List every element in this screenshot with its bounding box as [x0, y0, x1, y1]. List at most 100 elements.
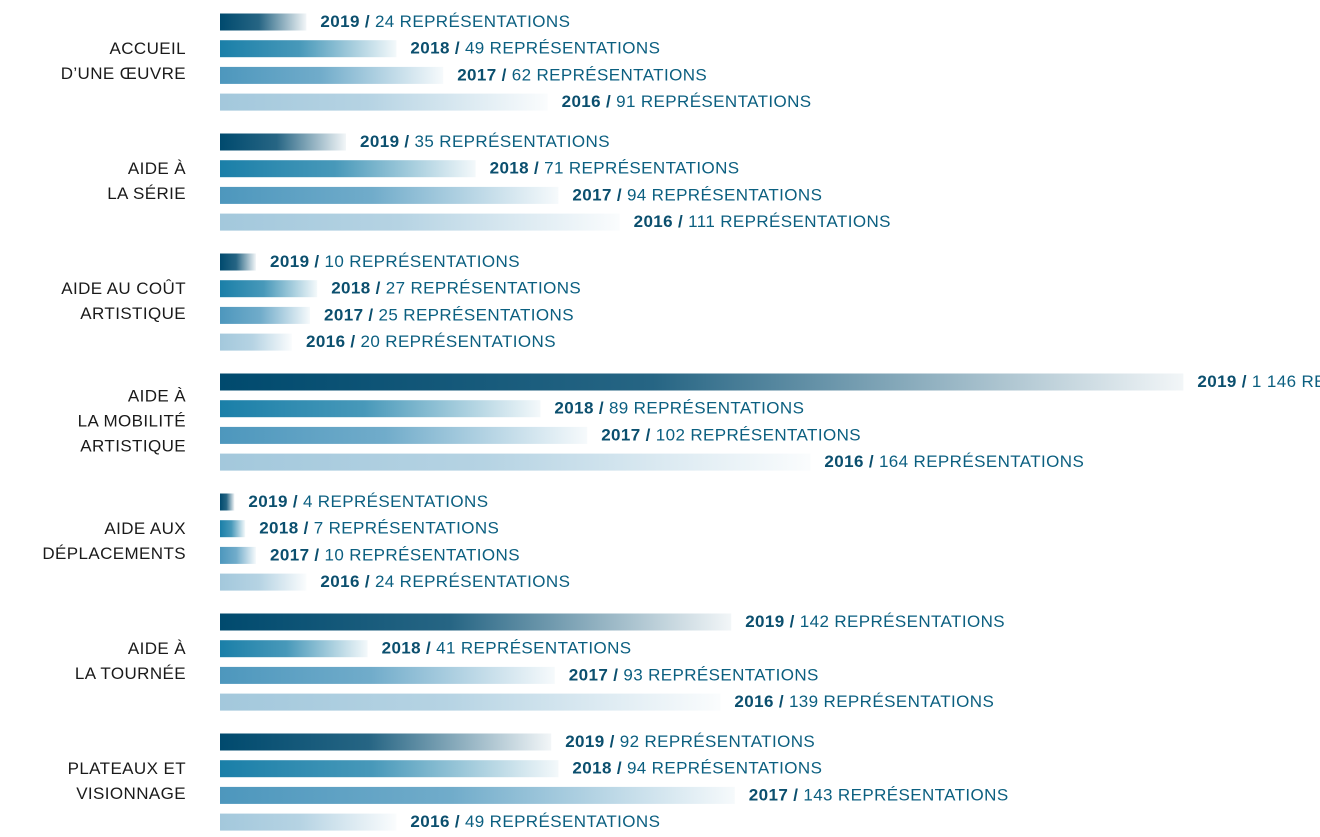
value-label: 2018 / 41 REPRÉSENTATIONS: [382, 639, 632, 658]
series-name: 2018: [410, 39, 449, 58]
series-name: 2018: [382, 639, 421, 658]
bar: [220, 186, 559, 204]
unit: REPRÉSENTATIONS: [349, 546, 520, 565]
unit: REPRÉSENTATIONS: [410, 279, 581, 298]
value: 139: [789, 693, 819, 712]
value-label: 2018 / 71 REPRÉSENTATIONS: [490, 159, 740, 178]
unit: REPRÉSENTATIONS: [648, 666, 819, 685]
category-label: DÉPLACEMENTS: [42, 544, 186, 563]
unit: REPRÉSENTATIONS: [439, 132, 610, 151]
series-name: 2017: [749, 786, 788, 805]
bar: [220, 573, 307, 591]
value-label: 2019 / 4 REPRÉSENTATIONS: [248, 492, 488, 511]
category-label: AIDE À: [128, 639, 186, 658]
bar: [220, 253, 256, 271]
value: 49: [465, 813, 485, 832]
value: 164: [879, 453, 909, 472]
value-label: 2018 / 89 REPRÉSENTATIONS: [554, 399, 804, 418]
value-label: 2016 / 91 REPRÉSENTATIONS: [562, 93, 812, 112]
bar: [220, 546, 256, 564]
separator: /: [1242, 372, 1247, 391]
separator: /: [790, 612, 795, 631]
unit: REPRÉSENTATIONS: [644, 732, 815, 751]
separator: /: [350, 333, 355, 352]
separator: /: [779, 693, 784, 712]
value: 102: [656, 426, 686, 445]
value-label: 2019 / 24 REPRÉSENTATIONS: [320, 12, 570, 31]
series-name: 2019: [360, 132, 399, 151]
series-name: 2017: [324, 306, 363, 325]
category-label: AIDE À: [128, 159, 186, 178]
value: 24: [375, 573, 395, 592]
bar: [220, 93, 548, 111]
value-label: 2016 / 49 REPRÉSENTATIONS: [410, 813, 660, 832]
unit: REPRÉSENTATIONS: [400, 573, 571, 592]
value: 7: [314, 519, 324, 538]
value: 49: [465, 39, 485, 58]
unit: REPRÉSENTATIONS: [824, 693, 995, 712]
separator: /: [678, 213, 683, 232]
bar: [220, 666, 555, 684]
bar: [220, 66, 444, 84]
series-name: 2016: [734, 693, 773, 712]
value: 94: [627, 186, 647, 205]
category-label: D’UNE ŒUVRE: [61, 64, 186, 83]
value: 93: [623, 666, 643, 685]
unit: REPRÉSENTATIONS: [914, 453, 1085, 472]
series-name: 2018: [572, 759, 611, 778]
separator: /: [368, 306, 373, 325]
value-label: 2017 / 102 REPRÉSENTATIONS: [601, 426, 861, 445]
unit: REPRÉSENTATIONS: [652, 759, 823, 778]
series-name: 2017: [601, 426, 640, 445]
bar: [220, 333, 292, 351]
value-label: 2019 / 142 REPRÉSENTATIONS: [745, 612, 1005, 631]
category-label: PLATEAUX ET: [68, 759, 186, 778]
bar: [220, 786, 735, 804]
value-label: 2017 / 10 REPRÉSENTATIONS: [270, 546, 520, 565]
value: 4: [303, 492, 313, 511]
series-name: 2019: [248, 492, 287, 511]
separator: /: [376, 279, 381, 298]
bar: [220, 160, 476, 178]
series-name: 2017: [270, 546, 309, 565]
series-name: 2016: [410, 813, 449, 832]
value-label: 2016 / 111 REPRÉSENTATIONS: [634, 213, 891, 232]
series-name: 2019: [270, 252, 309, 271]
series-name: 2019: [565, 732, 604, 751]
category-label: ARTISTIQUE: [80, 437, 186, 456]
value: 1 146: [1252, 372, 1297, 391]
value-label: 2019 / 92 REPRÉSENTATIONS: [565, 732, 815, 751]
value: 94: [627, 759, 647, 778]
unit: REPRÉSENTATIONS: [569, 159, 740, 178]
value-label: 2019 / 35 REPRÉSENTATIONS: [360, 132, 610, 151]
separator: /: [617, 186, 622, 205]
series-name: 2016: [634, 213, 673, 232]
unit: REPRÉSENTATIONS: [641, 93, 812, 112]
value-label: 2016 / 139 REPRÉSENTATIONS: [734, 693, 994, 712]
separator: /: [613, 666, 618, 685]
separator: /: [606, 93, 611, 112]
separator: /: [617, 759, 622, 778]
series-name: 2019: [745, 612, 784, 631]
separator: /: [646, 426, 651, 445]
value: 111: [688, 213, 715, 232]
value-label: 2016 / 164 REPRÉSENTATIONS: [824, 453, 1084, 472]
series-name: 2017: [457, 66, 496, 85]
separator: /: [793, 786, 798, 805]
unit: REPRÉSENTATIONS: [403, 306, 574, 325]
value: 10: [325, 546, 345, 565]
value: 27: [386, 279, 406, 298]
separator: /: [534, 159, 539, 178]
series-name: 2018: [259, 519, 298, 538]
bar: [220, 373, 1184, 391]
separator: /: [455, 39, 460, 58]
unit: REPRÉSENTATIONS: [838, 786, 1009, 805]
category-label: ARTISTIQUE: [80, 304, 186, 323]
value-label: 2018 / 49 REPRÉSENTATIONS: [410, 39, 660, 58]
separator: /: [365, 573, 370, 592]
separator: /: [610, 732, 615, 751]
bar: [220, 213, 620, 231]
unit: REPRÉSENTATIONS: [720, 213, 891, 232]
value-label: 2019 / 1 146REPRÉSENTATIONS: [1197, 372, 1320, 391]
